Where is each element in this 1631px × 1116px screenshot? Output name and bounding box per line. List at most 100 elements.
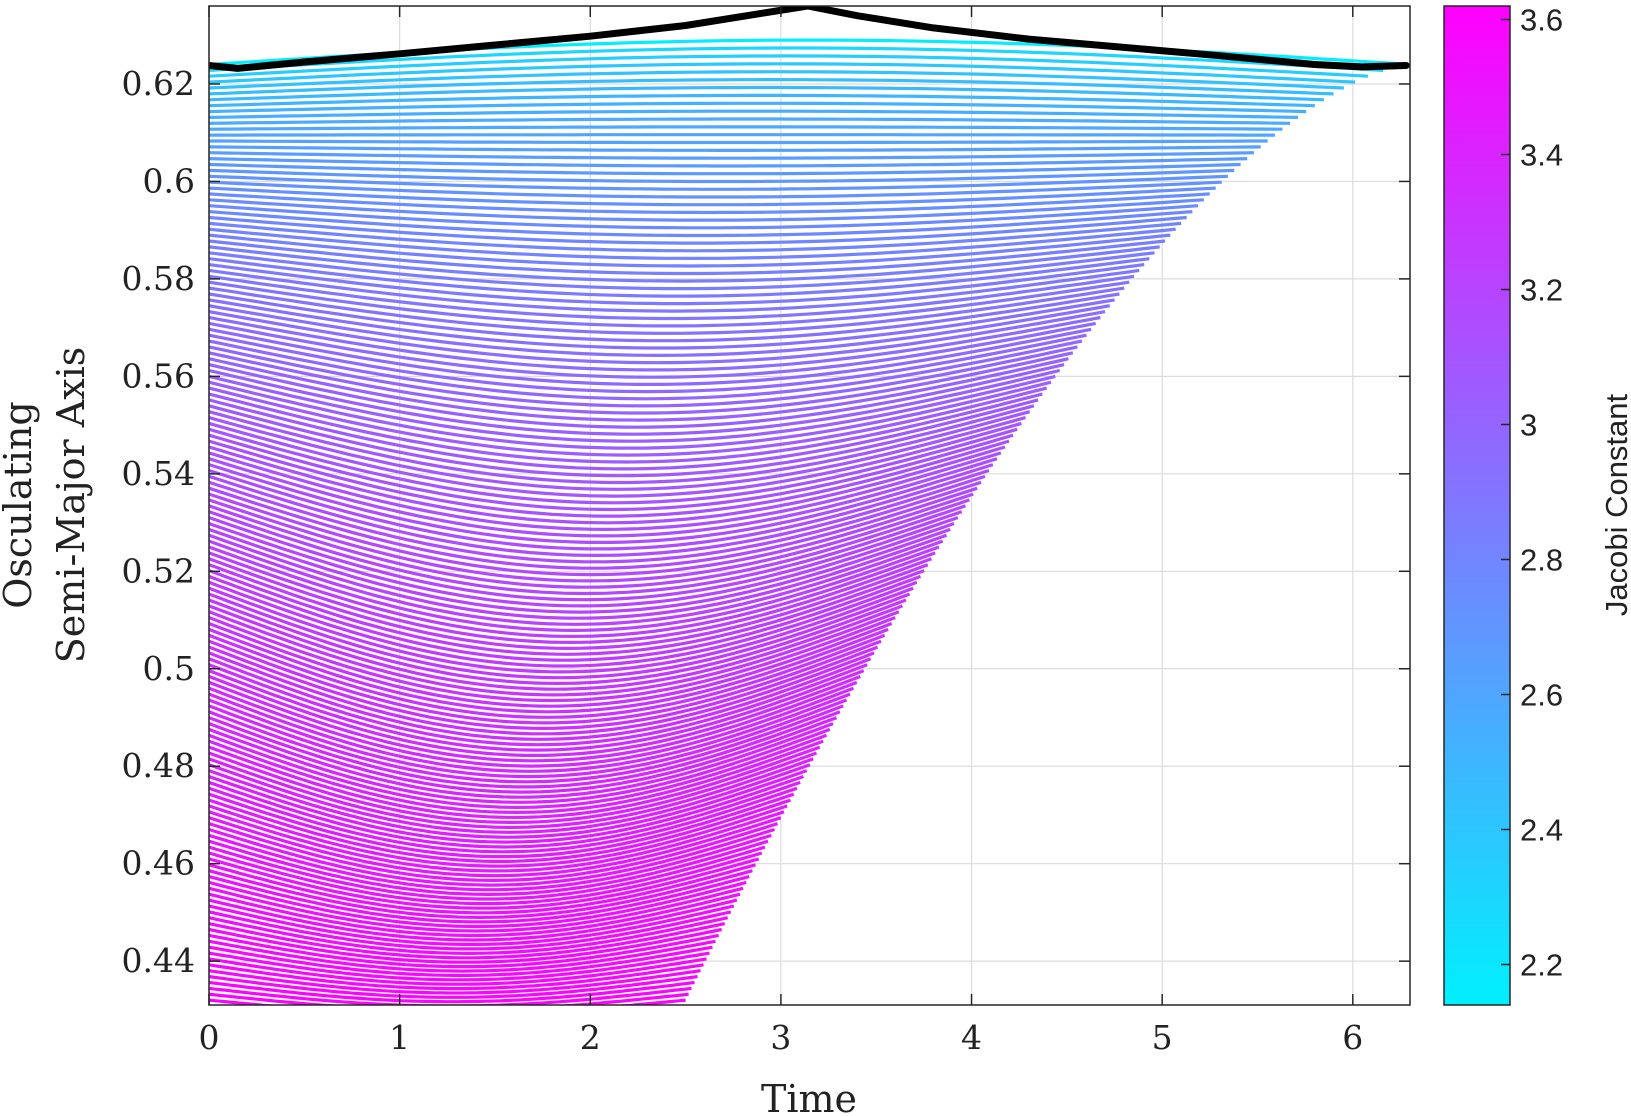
orbit-curve (209, 333, 1087, 394)
orbit-curve (209, 945, 713, 978)
orbit-curve (209, 274, 1135, 321)
orbit-curve (209, 633, 886, 719)
orbit-curve (209, 339, 1083, 401)
orbit-curve (209, 327, 1092, 386)
orbit-curve (209, 616, 896, 703)
orbit-family (209, 38, 1410, 1005)
orbit-curve (209, 739, 824, 815)
orbit-curve (209, 816, 782, 878)
orbit-curve (209, 751, 818, 825)
orbit-curve (209, 992, 689, 1005)
orbit-curve (209, 663, 868, 747)
orbit-curve (209, 780, 801, 849)
orbit-curve (209, 822, 779, 883)
orbit-curve (209, 263, 1145, 306)
orbit-curve (209, 139, 1268, 145)
orbit-curve (209, 786, 798, 854)
orbit-curve (209, 180, 1222, 199)
colorbar (1443, 5, 1511, 1006)
orbit-curve (209, 468, 990, 551)
orbit-curve (209, 492, 974, 577)
orbit-curve (209, 574, 922, 662)
orbit-curve (209, 892, 741, 938)
orbit-curve (209, 598, 907, 686)
orbit-curve (209, 345, 1078, 408)
orbit-curve (209, 77, 1334, 96)
y-tick-label: 0.54 (122, 454, 195, 493)
orbit-curve (209, 627, 889, 714)
orbit-curve (209, 292, 1120, 343)
orbit-curve (209, 351, 1074, 415)
orbit-curve (209, 245, 1160, 283)
orbit-curve (209, 227, 1176, 261)
y-tick-label: 0.52 (122, 551, 195, 590)
orbit-curve (209, 698, 848, 779)
x-tick-label: 1 (389, 1018, 410, 1057)
orbit-curve (209, 757, 814, 830)
orbit-curve (209, 727, 831, 804)
colorbar-label: Jacobi Constant (1599, 393, 1631, 616)
colorbar-tick-label: 2.6 (1520, 678, 1563, 713)
y-axis-label-line1: Osculating (0, 401, 40, 608)
orbit-curve (209, 151, 1254, 160)
orbit-curve (209, 545, 940, 633)
y-tick-label: 0.48 (122, 746, 195, 785)
colorbar-tick-label: 3.2 (1520, 273, 1563, 308)
orbit-curve (209, 675, 861, 757)
orbit-curve (209, 722, 834, 799)
orbit-curve (209, 46, 1384, 72)
orbit-curve (209, 980, 695, 1004)
colorbar-tick-label: 2.2 (1520, 948, 1563, 983)
orbit-curve (209, 421, 1022, 498)
orbit-curve (209, 463, 994, 544)
orbit-curve (209, 70, 1344, 90)
orbit-curve (209, 845, 766, 901)
y-tick-label: 0.62 (122, 64, 195, 103)
colorbar-tick-label: 3.4 (1520, 138, 1563, 173)
y-tick-label: 0.58 (122, 259, 195, 298)
orbit-curve (209, 763, 811, 834)
colorbar-tick-label: 3.6 (1520, 3, 1563, 38)
orbit-curve (209, 645, 879, 731)
y-tick-label: 0.46 (122, 844, 195, 883)
orbit-curve (209, 986, 692, 1005)
colorbar-ticks: 2.2 2.4 2.6 2.8 3 3.2 3.4 3.6 (1501, 3, 1563, 983)
orbit-curve (209, 85, 1324, 102)
orbit-curve (209, 504, 967, 589)
orbit-curve (209, 445, 1006, 525)
orbit-curve (209, 145, 1261, 152)
orbit-curve (209, 916, 729, 956)
orbit-curve (209, 716, 838, 794)
x-tick-label: 0 (199, 1018, 220, 1057)
orbit-curve (209, 174, 1228, 191)
orbit-curve (209, 898, 738, 942)
x-tick-label: 3 (770, 1018, 791, 1057)
orbit-curve (209, 93, 1315, 108)
orbit-curve (209, 516, 959, 602)
orbit-curve (209, 474, 986, 558)
orbit-curve (209, 939, 716, 973)
orbit-curve (209, 886, 744, 933)
orbit-curve (209, 168, 1235, 184)
orbit-curve (209, 109, 1299, 119)
orbit-curve (209, 875, 750, 924)
x-axis-label: Time (761, 1077, 857, 1116)
orbit-curve (209, 162, 1241, 176)
orbit-curve (209, 539, 944, 626)
orbit-curve (209, 404, 1035, 478)
orbit-curve (209, 639, 882, 725)
y-tick-label: 0.44 (122, 941, 195, 980)
orbit-curve (209, 257, 1150, 298)
orbit-curve (209, 398, 1039, 471)
orbit-curve (209, 963, 704, 991)
orbit-curve (209, 910, 732, 951)
orbit-curve (209, 321, 1096, 379)
orbit-curve (209, 125, 1283, 131)
orbit-curve (209, 416, 1026, 491)
orbit-curve (209, 733, 828, 810)
orbit-curve (209, 774, 804, 844)
orbit-curve (209, 451, 1002, 532)
orbit-curve (209, 857, 760, 910)
colorbar-tick-label: 2.4 (1520, 813, 1563, 848)
